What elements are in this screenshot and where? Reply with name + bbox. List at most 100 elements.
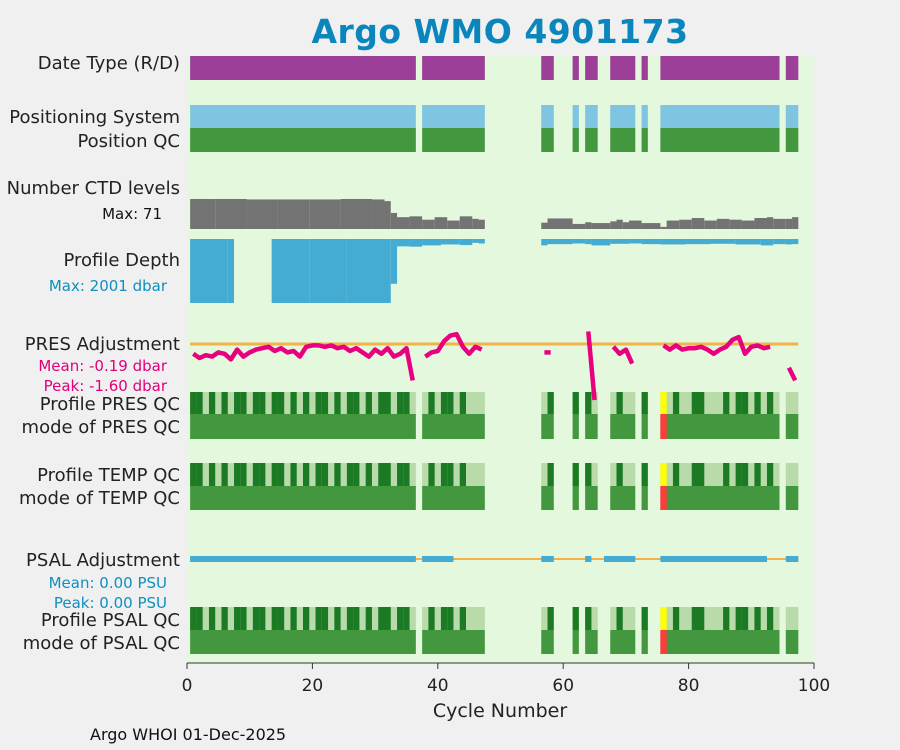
mode-temp-qc-segment-7 bbox=[660, 486, 780, 510]
mode-temp-qc-segment-0 bbox=[190, 486, 416, 510]
profile-temp-qc-cycle-21 bbox=[315, 463, 322, 486]
label-pres-adjustment: PRES Adjustment bbox=[25, 334, 180, 355]
ctd-level-bar-1 bbox=[190, 199, 216, 229]
ctd-level-bar-87 bbox=[729, 219, 742, 229]
date-type-bar-segment-3 bbox=[572, 56, 579, 80]
x-axis-label: Cycle Number bbox=[433, 700, 567, 722]
mode-pres-qc-segment-7 bbox=[660, 414, 780, 439]
ctd-level-bar-36 bbox=[409, 216, 423, 229]
profile-temp-qc-cycle-93 bbox=[766, 463, 774, 486]
profile-temp-qc-cycle-4 bbox=[208, 463, 216, 486]
profile-depth-bar-47 bbox=[478, 239, 485, 244]
profile-depth-bar-84 bbox=[710, 239, 736, 244]
profile-pres-qc-cycle-86 bbox=[723, 392, 730, 414]
profile-psal-qc-cycle-31 bbox=[378, 607, 385, 630]
profile-temp-qc-light-8 bbox=[785, 463, 799, 486]
x-tick-label-0: 0 bbox=[182, 676, 193, 696]
profile-temp-qc-cycle-14 bbox=[271, 463, 278, 486]
profile-psal-qc-cycle-1 bbox=[190, 607, 197, 630]
pres-adjustment-line-3 bbox=[586, 331, 597, 401]
profile-pres-qc-cycle-27 bbox=[353, 392, 360, 414]
ctd-level-bar-42 bbox=[447, 220, 460, 229]
profile-pres-qc-cycle-22 bbox=[321, 392, 329, 414]
label-profile-psal-qc: Profile PSAL QC bbox=[41, 610, 180, 631]
date-type-bar-segment-6 bbox=[641, 56, 648, 80]
profile-psal-qc-cycle-14 bbox=[271, 607, 278, 630]
profile-temp-qc-cycle-6 bbox=[221, 463, 228, 486]
psal-adjustment-segment-4 bbox=[603, 556, 636, 562]
profile-depth-bar-96 bbox=[785, 239, 793, 245]
ctd-level-bar-38 bbox=[422, 219, 435, 229]
position-qc-bar-segment-1 bbox=[422, 128, 485, 152]
positioning-system-bar-segment-6 bbox=[641, 105, 648, 128]
profile-depth-bar-92 bbox=[760, 239, 774, 246]
profile-pres-qc-light-7 bbox=[660, 392, 780, 414]
profile-temp-qc-cycle-32 bbox=[384, 463, 391, 486]
profile-psal-qc-cycle-58 bbox=[547, 607, 554, 630]
pres-adjustment-line-5 bbox=[662, 334, 771, 357]
profile-temp-qc-cycle-12 bbox=[259, 463, 266, 486]
profile-pres-qc-cycle-44 bbox=[459, 392, 467, 414]
mode-pres-qc-segment-6 bbox=[641, 414, 648, 439]
positioning-system-bar-segment-0 bbox=[190, 105, 416, 128]
profile-temp-qc-cycle-15 bbox=[277, 463, 285, 486]
ctd-level-bar-89 bbox=[741, 220, 755, 229]
mode-psal-qc-segment-5 bbox=[610, 630, 636, 654]
ctd-level-bar-69 bbox=[616, 219, 623, 229]
profile-depth-bar-64 bbox=[585, 239, 592, 245]
profile-pres-qc-cycle-73 bbox=[641, 392, 648, 414]
position-qc-bar-segment-4 bbox=[585, 128, 598, 152]
positioning-system-bar-segment-7 bbox=[660, 105, 780, 128]
psal-adjustment-segment-0 bbox=[190, 556, 416, 562]
profile-depth-bar-73 bbox=[641, 239, 661, 245]
profile-pres-qc-cycle-69 bbox=[616, 392, 623, 414]
profile-psal-qc-cycle-42 bbox=[447, 607, 454, 630]
profile-psal-qc-cycle-39 bbox=[428, 607, 435, 630]
profile-pres-qc-cycle-26 bbox=[346, 392, 354, 414]
profile-pres-qc-cycle-39 bbox=[428, 392, 435, 414]
mode-psal-qc-segment-4 bbox=[585, 630, 598, 654]
date-type-bar-segment-1 bbox=[422, 56, 485, 80]
profile-temp-qc-cycle-44 bbox=[459, 463, 467, 486]
profile-depth-bar-94 bbox=[773, 239, 786, 245]
psal-adjustment-segment-3 bbox=[585, 556, 592, 562]
profile-depth-bar-26 bbox=[346, 239, 385, 303]
pres-adjustment-line-1 bbox=[424, 331, 483, 359]
ctd-level-bar-65 bbox=[591, 223, 611, 229]
ctd-max-annotation: Max: 71 bbox=[102, 205, 162, 223]
profile-depth-bar-65 bbox=[591, 239, 611, 246]
profile-temp-qc-cycle-35 bbox=[403, 463, 410, 486]
profile-depth-bar-97 bbox=[792, 239, 799, 245]
ctd-level-bar-58 bbox=[547, 218, 573, 229]
date-type-bar-segment-4 bbox=[585, 56, 598, 80]
profile-psal-qc-cycle-2 bbox=[196, 607, 203, 630]
profile-psal-qc-cycle-24 bbox=[334, 607, 341, 630]
profile-pres-qc-cycle-62 bbox=[572, 392, 579, 414]
profile-depth-bar-80 bbox=[685, 239, 711, 245]
profile-psal-qc-cycle-41 bbox=[440, 607, 448, 630]
profile-temp-qc-cycle-1 bbox=[190, 463, 197, 486]
mode-pres-qc-segment-3 bbox=[572, 414, 579, 439]
profile-pres-qc-cycle-31 bbox=[378, 392, 385, 414]
profile-pres-qc-cycle-42 bbox=[447, 392, 454, 414]
profile-temp-qc-cycle-39 bbox=[428, 463, 435, 486]
label-positioning-system: Positioning System bbox=[9, 107, 180, 128]
mode-psal-qc-segment-0 bbox=[190, 630, 416, 654]
mode-temp-qc-segment-5 bbox=[610, 486, 636, 510]
profile-temp-qc-cycle-82 bbox=[698, 463, 705, 486]
profile-pres-qc-cycle-9 bbox=[240, 392, 247, 414]
profile-depth-bar-38 bbox=[422, 239, 441, 246]
profile-temp-qc-cycle-17 bbox=[290, 463, 297, 486]
positioning-system-bar-segment-2 bbox=[541, 105, 554, 128]
mode-psal-qc-segment-8 bbox=[785, 630, 799, 654]
mode-psal-qc-bad-cycle-76 bbox=[660, 630, 667, 654]
profile-temp-qc-cycle-64 bbox=[585, 463, 592, 486]
ctd-level-bar-79 bbox=[679, 219, 692, 229]
mode-psal-qc-segment-3 bbox=[572, 630, 579, 654]
profile-psal-qc-cycle-81 bbox=[691, 607, 699, 630]
mode-temp-qc-bad-cycle-76 bbox=[660, 486, 667, 510]
ctd-level-bar-76 bbox=[660, 226, 667, 229]
profile-pres-qc-cycle-58 bbox=[547, 392, 554, 414]
profile-psal-qc-cycle-4 bbox=[208, 607, 216, 630]
profile-psal-qc-cycle-89 bbox=[741, 607, 749, 630]
